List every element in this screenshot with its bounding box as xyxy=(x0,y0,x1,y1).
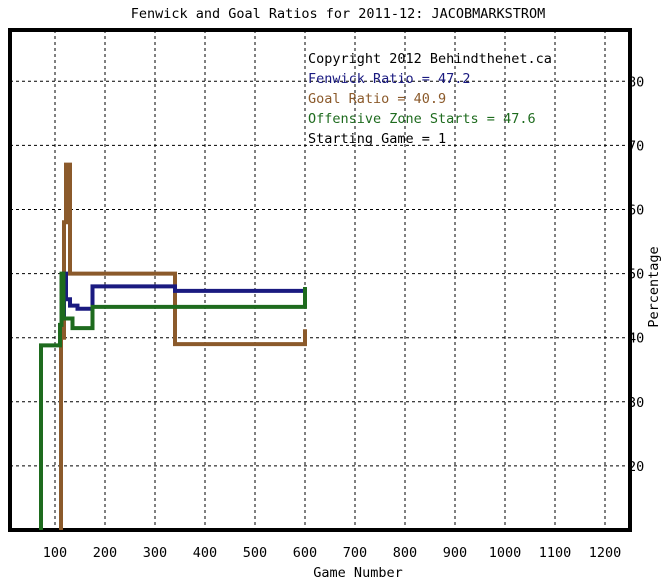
x-axis-label: Game Number xyxy=(313,565,402,580)
x-tick-labels: 100 200 300 400 500 600 700 800 900 1000 1100 1200 xyxy=(43,545,621,561)
y-tick-label: 70 xyxy=(628,138,644,154)
x-tick-label: 1100 xyxy=(539,545,572,561)
x-tick-label: 700 xyxy=(343,545,367,561)
x-tick-label: 800 xyxy=(393,545,417,561)
copyright-text: Copyright 2012 Behindthenet.ca xyxy=(308,51,552,67)
series-layer xyxy=(39,162,307,530)
annotation-3: Starting Game = 1 xyxy=(308,131,446,147)
annotations: Fenwick Ratio = 47.2 Goal Ratio = 40.9 Off… xyxy=(308,71,536,147)
x-tick-label: 1200 xyxy=(589,545,622,561)
y-tick-label: 50 xyxy=(628,267,644,283)
x-tick-label: 1000 xyxy=(489,545,522,561)
y-tick-label: 40 xyxy=(628,331,644,347)
y-tick-label: 60 xyxy=(628,203,644,219)
x-tick-label: 100 xyxy=(43,545,67,561)
x-tick-label: 900 xyxy=(443,545,467,561)
y-tick-label: 20 xyxy=(628,459,644,475)
series-line-1 xyxy=(62,271,307,319)
y-tick-label: 80 xyxy=(628,74,644,90)
x-tick-label: 300 xyxy=(143,545,167,561)
series-line-2 xyxy=(39,271,307,530)
series-line-0 xyxy=(59,162,307,530)
annotation-1: Goal Ratio = 40.9 xyxy=(308,91,446,107)
y-tick-labels: 20 30 40 50 60 70 80 xyxy=(628,74,644,475)
annotation-0: Fenwick Ratio = 47.2 xyxy=(308,71,471,87)
annotation-2: Offensive Zone Starts = 47.6 xyxy=(308,111,536,127)
x-tick-label: 400 xyxy=(193,545,217,561)
y-axis-label: Percentage xyxy=(646,246,662,327)
x-tick-label: 200 xyxy=(93,545,117,561)
plot-frame xyxy=(8,28,632,532)
x-tick-label: 600 xyxy=(293,545,317,561)
chart-title: Fenwick and Goal Ratios for 2011-12: JAC… xyxy=(131,6,546,22)
x-tick-label: 500 xyxy=(243,545,267,561)
y-tick-label: 30 xyxy=(628,395,644,411)
